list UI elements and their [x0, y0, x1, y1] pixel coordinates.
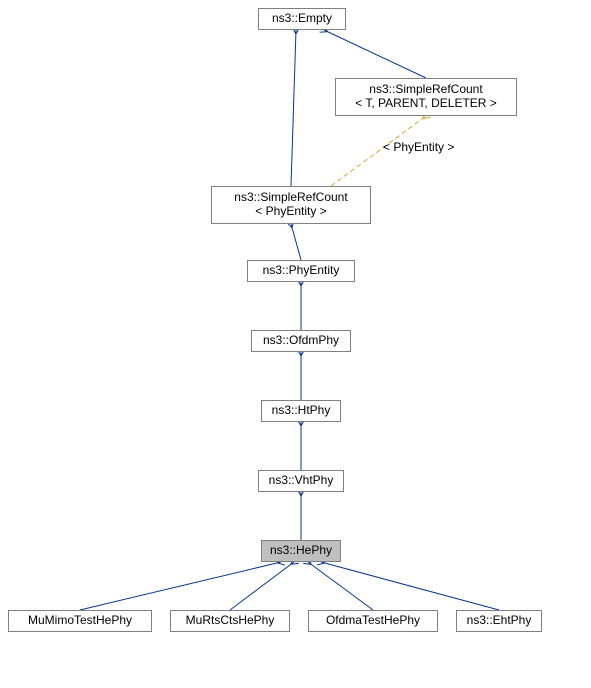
node-src-t[interactable]: ns3::SimpleRefCount < T, PARENT, DELETER… [335, 78, 517, 116]
node-empty[interactable]: ns3::Empty [258, 8, 346, 30]
node-vht[interactable]: ns3::VhtPhy [258, 470, 344, 492]
node-eht[interactable]: ns3::EhtPhy [456, 610, 542, 632]
node-phyentity[interactable]: ns3::PhyEntity [247, 260, 355, 282]
node-ofdm[interactable]: ns3::OfdmPhy [251, 330, 351, 352]
node-he[interactable]: ns3::HePhy [261, 540, 341, 562]
node-murts[interactable]: MuRtsCtsHePhy [170, 610, 290, 632]
template-param-label: < PhyEntity > [383, 140, 454, 154]
node-ofdmatest[interactable]: OfdmaTestHePhy [308, 610, 438, 632]
node-mumimo[interactable]: MuMimoTestHePhy [8, 610, 152, 632]
node-src-phy[interactable]: ns3::SimpleRefCount < PhyEntity > [211, 186, 371, 224]
node-ht[interactable]: ns3::HtPhy [261, 400, 341, 422]
diagram-canvas: ns3::Empty ns3::SimpleRefCount < T, PARE… [0, 0, 591, 688]
